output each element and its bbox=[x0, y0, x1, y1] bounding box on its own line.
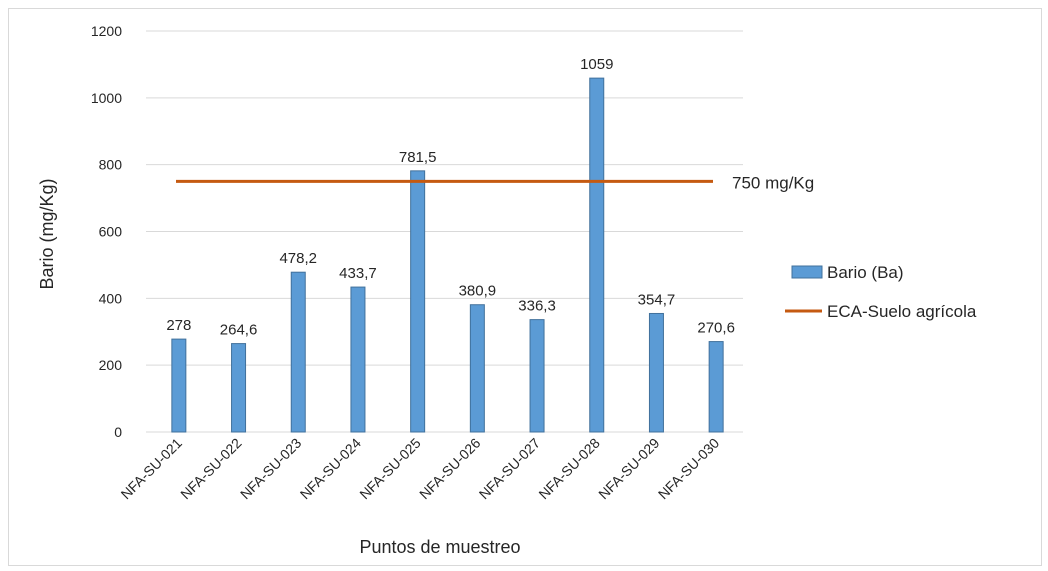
bar bbox=[231, 343, 247, 433]
bar bbox=[290, 271, 306, 433]
bar bbox=[171, 338, 187, 433]
data-label: 354,7 bbox=[638, 291, 676, 308]
x-tick-label: NFA-SU-023 bbox=[237, 435, 305, 503]
data-label: 264,6 bbox=[220, 322, 258, 339]
data-label: 478,2 bbox=[279, 250, 317, 267]
data-label: 278 bbox=[166, 317, 191, 334]
x-axis-ticks: NFA-SU-021NFA-SU-022NFA-SU-023NFA-SU-024… bbox=[118, 435, 723, 503]
y-tick-label: 1200 bbox=[91, 23, 122, 39]
bars bbox=[171, 77, 724, 433]
bar bbox=[410, 170, 426, 433]
y-tick-label: 400 bbox=[99, 290, 123, 306]
x-tick-label: NFA-SU-024 bbox=[297, 435, 365, 503]
x-tick-label: NFA-SU-029 bbox=[595, 435, 663, 503]
y-tick-label: 0 bbox=[114, 424, 122, 440]
x-tick-label: NFA-SU-026 bbox=[416, 435, 484, 503]
data-label: 1059 bbox=[580, 56, 613, 73]
data-label: 433,7 bbox=[339, 265, 377, 282]
y-axis-ticks: 0 200 400 600 800 1000 1200 bbox=[91, 23, 122, 440]
bar bbox=[589, 77, 605, 433]
data-label: 380,9 bbox=[459, 283, 497, 300]
x-tick-label: NFA-SU-028 bbox=[535, 435, 603, 503]
legend-label-bar: Bario (Ba) bbox=[827, 263, 904, 282]
bar bbox=[529, 319, 545, 433]
x-axis-title: Puntos de muestreo bbox=[359, 537, 520, 557]
chart-frame bbox=[8, 8, 1042, 566]
y-tick-label: 200 bbox=[99, 357, 123, 373]
data-labels: 278 264,6 478,2 433,7 781,5 380,9 336,3 1059 354… bbox=[166, 56, 735, 338]
reference-line-label: 750 mg/Kg bbox=[732, 173, 814, 192]
y-tick-label: 600 bbox=[99, 224, 123, 240]
y-tick-label: 800 bbox=[99, 157, 123, 173]
reference-line-group: 750 mg/Kg bbox=[176, 173, 814, 192]
bar bbox=[350, 286, 366, 433]
data-label: 781,5 bbox=[399, 149, 437, 166]
legend-label-line: ECA-Suelo agrícola bbox=[827, 302, 977, 321]
bar bbox=[469, 304, 485, 433]
bar bbox=[648, 312, 664, 433]
legend-swatch-bar bbox=[791, 265, 823, 279]
y-tick-label: 1000 bbox=[91, 90, 122, 106]
bar bbox=[708, 341, 724, 433]
x-tick-label: NFA-SU-025 bbox=[356, 435, 424, 503]
x-tick-label: NFA-SU-027 bbox=[476, 435, 544, 503]
x-tick-label: NFA-SU-021 bbox=[118, 435, 186, 503]
x-tick-label: NFA-SU-022 bbox=[177, 435, 245, 503]
legend: Bario (Ba) ECA-Suelo agrícola bbox=[785, 263, 977, 321]
x-tick-label: NFA-SU-030 bbox=[655, 435, 723, 503]
data-label: 336,3 bbox=[518, 298, 556, 315]
data-label: 270,6 bbox=[697, 320, 735, 337]
y-axis-title: Bario (mg/Kg) bbox=[37, 178, 57, 289]
